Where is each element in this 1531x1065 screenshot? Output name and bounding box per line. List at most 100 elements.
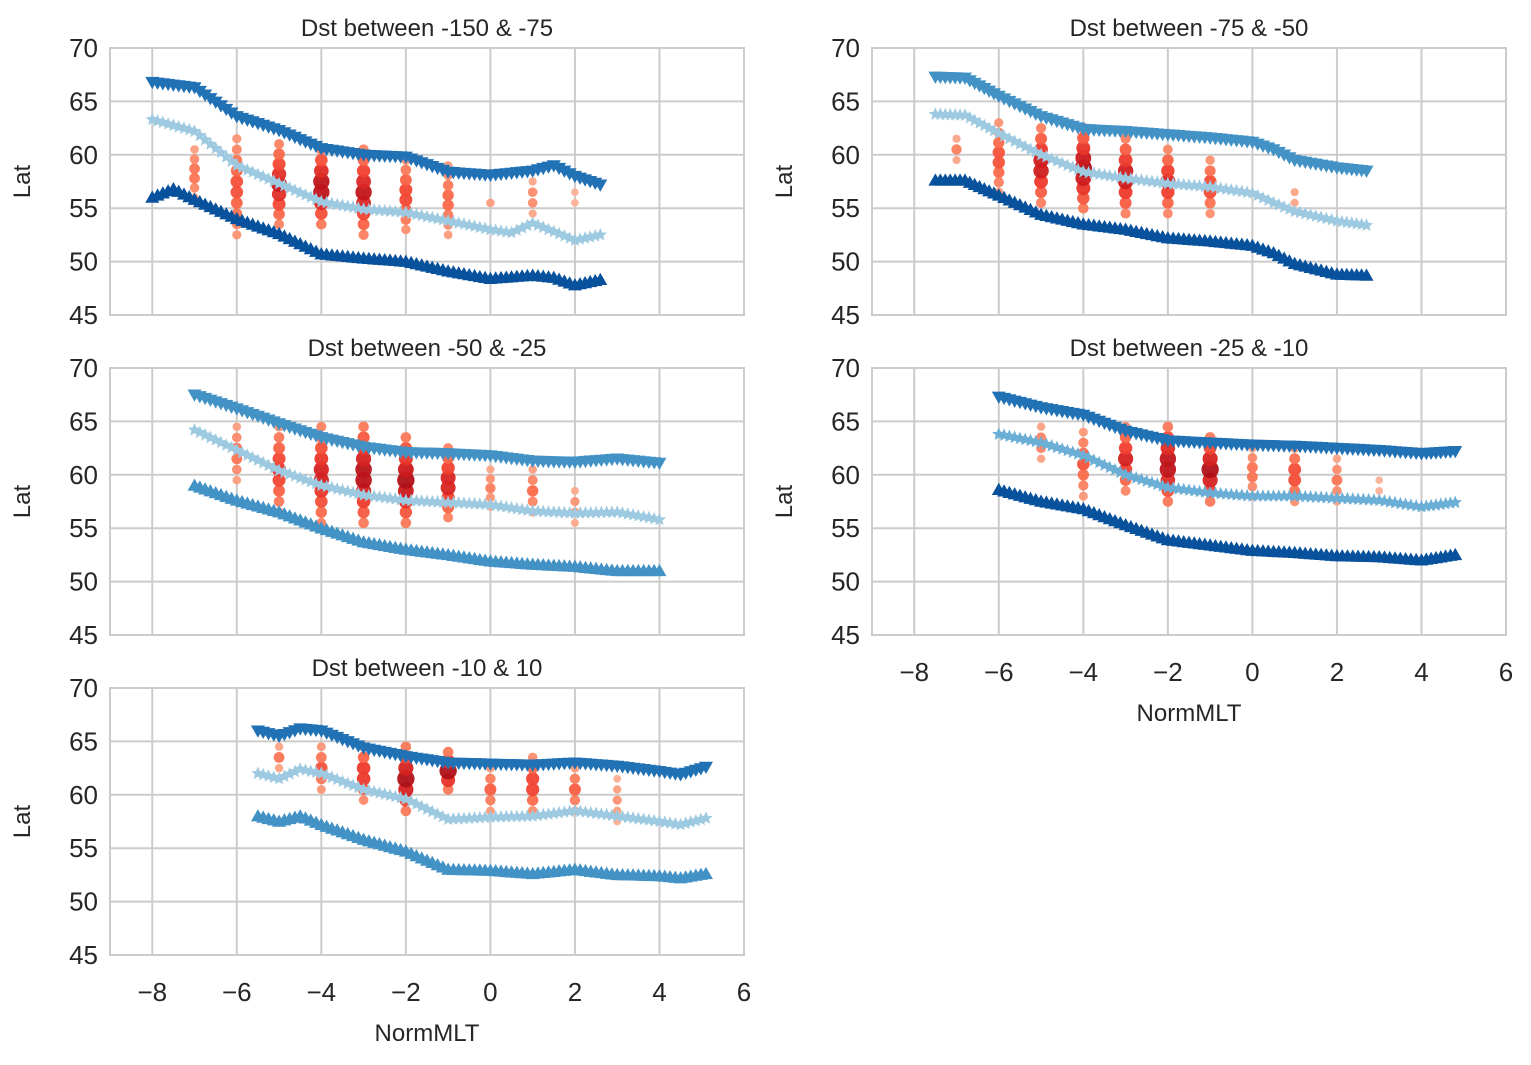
density-point (315, 153, 328, 167)
boundary-point-star (573, 506, 587, 519)
boundary-point-star (288, 183, 302, 197)
density-point (528, 177, 537, 186)
boundary-point-star (593, 227, 607, 241)
density-point (189, 183, 200, 193)
density-point (313, 173, 330, 190)
density-point (232, 475, 242, 485)
boundary-point-triangle-up (652, 563, 667, 577)
boundary-point-star (283, 467, 297, 480)
density-point (271, 166, 287, 182)
density-point (993, 166, 1005, 179)
boundary-point-star (473, 810, 487, 824)
density-point (274, 139, 285, 150)
y-tick-label: 65 (831, 86, 860, 116)
boundary-point-star (1113, 465, 1127, 479)
density-point (273, 208, 285, 221)
boundary-point-star (283, 181, 297, 194)
density-point (613, 785, 622, 794)
boundary-point-star (251, 167, 265, 181)
density-point (1201, 460, 1219, 479)
y-tick-label: 65 (69, 406, 98, 436)
boundary-point-star (346, 778, 360, 792)
density-point (358, 517, 369, 529)
density-point (1078, 437, 1089, 448)
density-point (569, 773, 581, 784)
density-point (1078, 427, 1088, 437)
density-point (400, 164, 412, 176)
y-tick-label: 70 (69, 33, 98, 63)
y-tick-label: 65 (831, 406, 860, 436)
boundary-point-star (699, 811, 713, 824)
density-point (1247, 471, 1258, 483)
density-point (399, 505, 413, 519)
density-point (1033, 163, 1049, 179)
boundary-point-star (568, 233, 582, 246)
boundary-point-star (652, 512, 667, 526)
y-tick-label: 45 (69, 620, 98, 650)
density-point (568, 783, 581, 796)
boundary-point-triangle-down (1448, 446, 1463, 459)
boundary-point-triangle-up (1448, 547, 1463, 561)
density-point (485, 794, 496, 806)
density-point (485, 773, 496, 784)
boundary-point-star (1272, 198, 1286, 211)
boundary-point-star (478, 810, 492, 824)
boundary-point-star (1076, 448, 1090, 462)
density-point (441, 461, 455, 475)
boundary-point-star (1439, 496, 1453, 510)
density-point (1332, 486, 1342, 496)
boundary-point-star (224, 440, 239, 454)
density-point (273, 432, 285, 443)
density-point (526, 772, 540, 786)
density-point (1162, 208, 1173, 219)
density-point (356, 451, 372, 467)
density-point (1288, 463, 1302, 476)
density-point (442, 746, 454, 758)
boundary-point-star (441, 812, 455, 825)
x-tick-label: 0 (1245, 657, 1259, 687)
boundary-point-star (1330, 491, 1344, 504)
x-tick-label: 2 (1330, 657, 1344, 687)
y-tick-label: 60 (69, 780, 98, 810)
density-point (1118, 441, 1133, 455)
density-point (992, 156, 1005, 169)
boundary-point-star (536, 220, 550, 234)
boundary-point-star (187, 422, 202, 436)
boundary-point-star (1045, 152, 1059, 165)
y-tick-label: 50 (69, 887, 98, 917)
y-tick-label: 45 (69, 300, 98, 330)
density-point (358, 421, 369, 433)
density-point (1332, 454, 1342, 463)
density-point (442, 180, 454, 191)
boundary-point-star (288, 764, 302, 778)
boundary-point-triangle-up (1359, 268, 1374, 281)
density-point (189, 172, 200, 184)
density-point (314, 163, 329, 179)
density-point (951, 144, 962, 155)
density-point (358, 795, 369, 805)
panel-2: Dst between -75 & -50 45 50 55 60 65 70 Lat (771, 15, 1507, 330)
density-point (486, 465, 495, 474)
boundary-point-star (320, 768, 334, 782)
density-point (1119, 143, 1132, 156)
density-point (1375, 476, 1383, 484)
boundary-point-star (1018, 139, 1032, 153)
boundary-point-star (256, 169, 270, 183)
boundary-point-triangle-down (652, 457, 667, 471)
boundary-point-star (977, 118, 991, 132)
boundary-point-star (689, 813, 703, 827)
density-point (1120, 485, 1131, 496)
x-tick-label: −4 (307, 977, 337, 1007)
density-point (314, 451, 329, 466)
y-tick-label: 60 (831, 460, 860, 490)
density-point (1162, 154, 1174, 166)
density-point (1118, 185, 1133, 200)
boundary-point-star (288, 469, 302, 482)
density-point (486, 198, 495, 208)
y-tick-label: 55 (69, 833, 98, 863)
density-point (1118, 153, 1133, 168)
density-point (232, 432, 242, 443)
y-axis-label: Lat (771, 484, 798, 518)
density-point (570, 496, 580, 507)
